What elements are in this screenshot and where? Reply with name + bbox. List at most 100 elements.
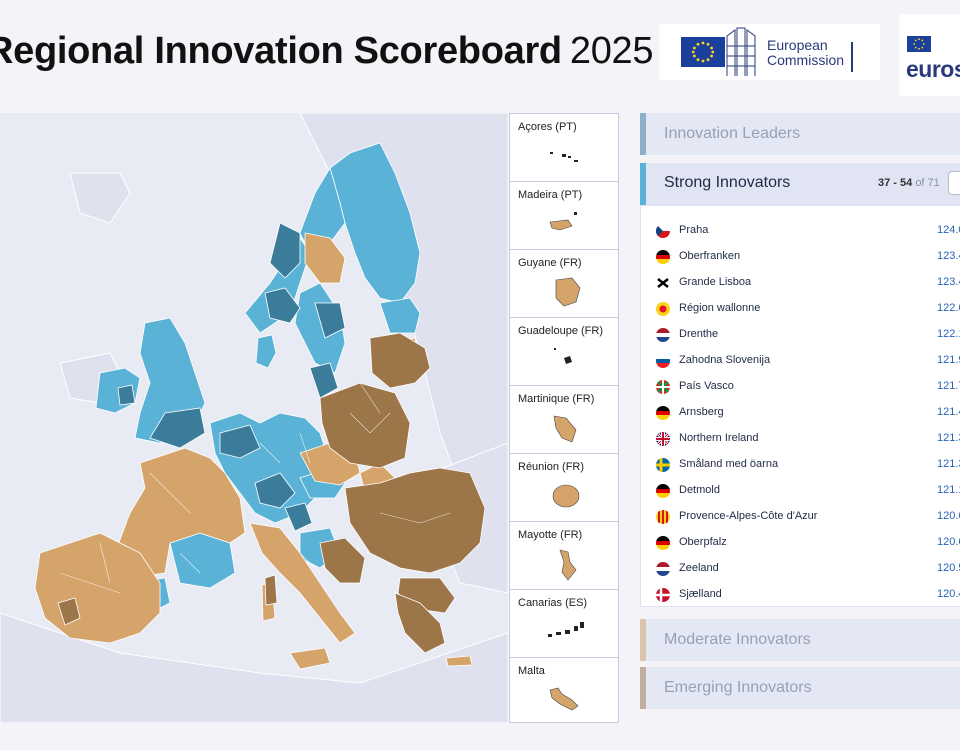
region-score: 120.6 <box>937 536 960 548</box>
flag-si-icon <box>656 354 670 368</box>
region-row[interactable]: Arnsberg 121.4 <box>641 400 960 426</box>
region-name: Provence-Alpes-Côte d'Azur <box>679 510 818 522</box>
group-emerging-innovators[interactable]: Emerging Innovators <box>640 667 960 709</box>
page-range-total: of 71 <box>915 177 940 189</box>
region-row[interactable]: Detmold 121.1 <box>641 478 960 504</box>
inset-label: Malta <box>518 665 545 677</box>
flag-de-icon <box>656 484 670 498</box>
region-score: 121.7 <box>937 380 960 392</box>
region-score: 121.1 <box>937 484 960 496</box>
inset-guyane[interactable]: Guyane (FR) <box>510 250 618 318</box>
eurostat-logo: eurostat <box>899 14 960 96</box>
group-label: Strong Innovators <box>664 174 791 191</box>
eurostat-logo-text: eurostat <box>906 56 960 82</box>
group-color-bar <box>640 113 646 155</box>
region-row[interactable]: Grande Lisboa 123.4 <box>641 270 960 296</box>
group-color-bar <box>640 667 646 709</box>
region-name: Grande Lisboa <box>679 276 752 288</box>
group-label: Moderate Innovators <box>664 631 811 648</box>
region-row[interactable]: Northern Ireland 121.3 <box>641 426 960 452</box>
flag-de-icon <box>656 406 670 420</box>
region-name: Praha <box>679 224 709 236</box>
flag-nl-icon <box>656 328 670 342</box>
region-row[interactable]: País Vasco 121.7 <box>641 374 960 400</box>
region-name: Drenthe <box>679 328 719 340</box>
region-score: 122.1 <box>937 328 960 340</box>
inset-malta[interactable]: Malta <box>510 658 618 726</box>
outermost-regions-panel: Açores (PT) Madeira (PT) Guyane (FR) Gua… <box>509 113 619 723</box>
inset-canarias[interactable]: Canarias (ES) <box>510 590 618 658</box>
inset-label: Madeira (PT) <box>518 189 583 201</box>
region-list: Praha 124.0 Oberfranken 123.4 Grande Lisboa 1… <box>640 205 960 607</box>
european-commission-logo: European Commission <box>659 24 880 80</box>
flag-cz-icon <box>656 224 670 238</box>
region-row[interactable]: Sjælland 120.4 <box>641 582 960 608</box>
region-name: Northern Ireland <box>679 432 759 444</box>
flag-lisboa-icon <box>656 276 670 290</box>
inset-madeira[interactable]: Madeira (PT) <box>510 182 618 250</box>
region-name: Arnsberg <box>679 406 724 418</box>
region-row[interactable]: Oberpfalz 120.6 <box>641 530 960 556</box>
page-title: Regional Innovation Scoreboard 2025 <box>0 30 654 73</box>
berlaymont-icon <box>726 27 756 76</box>
flag-paca-icon <box>656 510 670 524</box>
region-score: 120.5 <box>937 562 960 574</box>
inset-reunion[interactable]: Réunion (FR) <box>510 454 618 522</box>
inset-label: Guyane (FR) <box>518 257 582 269</box>
flag-basque-icon <box>656 380 670 394</box>
group-color-bar <box>640 163 646 205</box>
eu-flag-small-icon <box>907 36 931 52</box>
region-score: 121.3 <box>937 432 960 444</box>
page-title-year: 2025 <box>569 30 654 72</box>
ranking-panel: Innovation Leaders Strong Innovators 37 … <box>630 113 960 718</box>
europe-map[interactable] <box>0 113 508 723</box>
region-name: Oberfranken <box>679 250 741 262</box>
group-label: Innovation Leaders <box>664 125 801 142</box>
region-name: Sjælland <box>679 588 722 600</box>
inset-guadeloupe[interactable]: Guadeloupe (FR) <box>510 318 618 386</box>
flag-dk-icon <box>656 588 670 602</box>
region-score: 121.9 <box>937 354 960 366</box>
flag-de-icon <box>656 536 670 550</box>
region-name: Zahodna Slovenija <box>679 354 771 366</box>
region-row[interactable]: Zeeland 120.5 <box>641 556 960 582</box>
group-innovation-leaders[interactable]: Innovation Leaders <box>640 113 960 155</box>
inset-label: Guadeloupe (FR) <box>518 325 603 337</box>
region-row[interactable]: Provence-Alpes-Côte d'Azur 120.6 <box>641 504 960 530</box>
region-row[interactable]: Oberfranken 123.4 <box>641 244 960 270</box>
inset-mayotte[interactable]: Mayotte (FR) <box>510 522 618 590</box>
ec-logo-text-line1: European <box>767 37 828 53</box>
region-score: 121.3 <box>937 458 960 470</box>
region-row[interactable]: Zahodna Slovenija 121.9 <box>641 348 960 374</box>
group-moderate-innovators[interactable]: Moderate Innovators <box>640 619 960 661</box>
inset-label: Açores (PT) <box>518 121 577 133</box>
inset-martinique[interactable]: Martinique (FR) <box>510 386 618 454</box>
flag-wallonia-icon <box>656 302 670 316</box>
page-range: 37 - 54 of 71 <box>878 177 940 189</box>
flag-uk-icon <box>656 432 670 446</box>
europe-map-svg <box>0 113 508 723</box>
region-score: 123.4 <box>937 276 960 288</box>
region-row[interactable]: Småland med öarna 121.3 <box>641 452 960 478</box>
ec-logo-divider <box>851 42 853 72</box>
inset-label: Mayotte (FR) <box>518 529 583 541</box>
region-score: 121.4 <box>937 406 960 418</box>
pagination-button[interactable] <box>948 171 960 195</box>
region-row[interactable]: Région wallonne 122.6 <box>641 296 960 322</box>
region-name: Småland med öarna <box>679 458 779 470</box>
flag-se-icon <box>656 458 670 472</box>
emerging-innovator-regions[interactable] <box>57 332 486 654</box>
region-score: 120.6 <box>937 510 960 522</box>
flag-nl-icon <box>656 562 670 576</box>
inset-label: Réunion (FR) <box>518 461 585 473</box>
region-name: País Vasco <box>679 380 734 392</box>
page-title-main: Regional Innovation Scoreboard <box>0 30 562 72</box>
group-strong-innovators[interactable]: Strong Innovators 37 - 54 of 71 <box>640 163 960 205</box>
region-score: 120.4 <box>937 588 960 600</box>
flag-de-icon <box>656 250 670 264</box>
inset-acores[interactable]: Açores (PT) <box>510 114 618 182</box>
region-row[interactable]: Drenthe 122.1 <box>641 322 960 348</box>
region-row[interactable]: Praha 124.0 <box>641 218 960 244</box>
region-score: 124.0 <box>937 224 960 236</box>
